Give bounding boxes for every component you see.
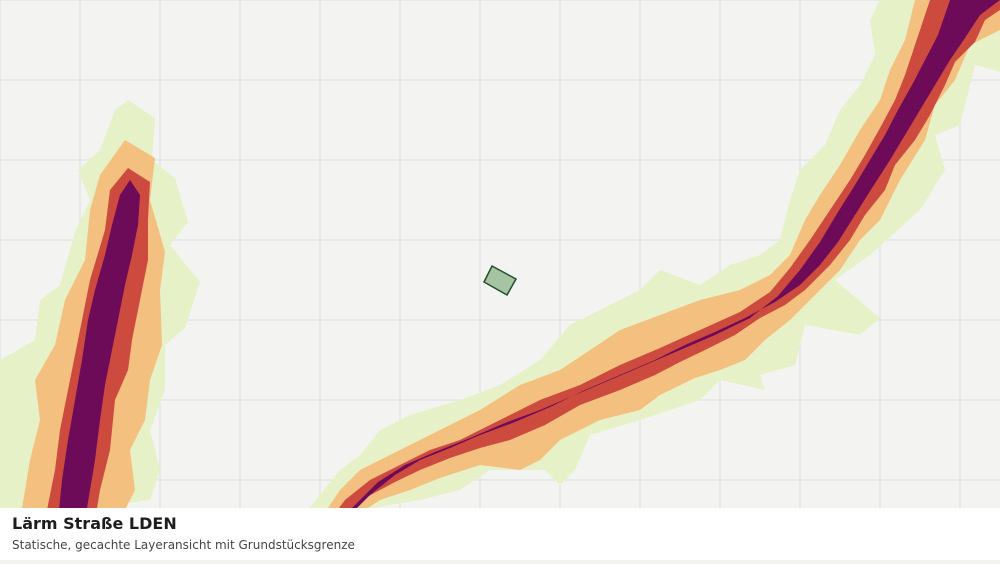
parcel-boundary[interactable]: [483, 264, 518, 297]
layer-subtitle: Statische, gecachte Layeransicht mit Gru…: [12, 538, 355, 552]
noise-band-2-main: [320, 0, 1000, 520]
noise-corridor-left: [0, 100, 200, 520]
layer-info-panel: Lärm Straße LDEN Statische, gecachte Lay…: [0, 508, 1000, 560]
noise-band-core-left: [58, 180, 140, 520]
noise-band-core-main: [340, 0, 1000, 520]
noise-corridor-main: [300, 0, 1000, 520]
layer-title: Lärm Straße LDEN: [12, 514, 177, 533]
